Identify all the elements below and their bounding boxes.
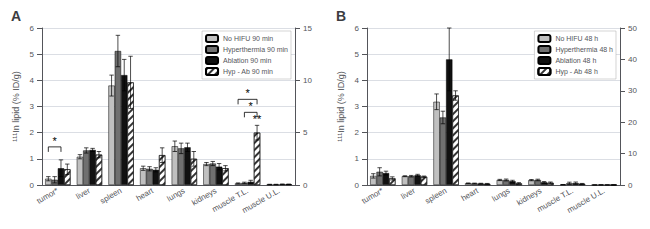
svg-text:6: 6 <box>355 24 360 33</box>
svg-text:Ablation 48 h: Ablation 48 h <box>555 57 596 64</box>
svg-text:*: * <box>245 87 250 99</box>
svg-text:muscle U.L.: muscle U.L. <box>240 186 281 215</box>
svg-text:0: 0 <box>628 181 633 190</box>
svg-text:Hyperthermia 48 h: Hyperthermia 48 h <box>555 46 613 54</box>
svg-text:0: 0 <box>355 181 360 190</box>
svg-text:5: 5 <box>355 50 360 59</box>
svg-text:heart: heart <box>135 186 156 203</box>
svg-text:*: * <box>53 135 58 147</box>
svg-text:lungs: lungs <box>166 186 187 203</box>
svg-text:Ablation 90 min: Ablation 90 min <box>223 57 271 64</box>
svg-text:15: 15 <box>303 24 312 33</box>
svg-text:1: 1 <box>355 154 360 163</box>
svg-text:liver: liver <box>75 186 92 201</box>
svg-text:No HIFU 48 h: No HIFU 48 h <box>555 35 598 42</box>
svg-text:2: 2 <box>30 128 35 137</box>
svg-text:liver: liver <box>400 186 417 201</box>
svg-text:20: 20 <box>628 118 637 127</box>
svg-text:kidneys: kidneys <box>515 186 544 208</box>
svg-text:0: 0 <box>30 181 35 190</box>
svg-text:tumor*: tumor* <box>360 186 385 206</box>
svg-text:1: 1 <box>30 154 35 163</box>
svg-text:spleen: spleen <box>98 186 123 206</box>
svg-text:5: 5 <box>30 50 35 59</box>
svg-text:10: 10 <box>628 149 637 158</box>
svg-text:Hyperthermia 90 min: Hyperthermia 90 min <box>223 46 288 54</box>
svg-text:B: B <box>336 8 346 24</box>
svg-text:2: 2 <box>355 128 360 137</box>
svg-text:Hyp - Ab 90 min: Hyp - Ab 90 min <box>223 68 273 76</box>
svg-text:3: 3 <box>355 102 360 111</box>
svg-text:lungs: lungs <box>491 186 512 203</box>
svg-text:3: 3 <box>30 102 35 111</box>
svg-text:¹¹¹In lipid (% ID/g): ¹¹¹In lipid (% ID/g) <box>336 71 346 142</box>
svg-text:4: 4 <box>30 76 35 85</box>
svg-text:10: 10 <box>303 76 312 85</box>
svg-text:muscle T.L.: muscle T.L. <box>210 186 250 214</box>
svg-text:6: 6 <box>30 24 35 33</box>
svg-text:0: 0 <box>303 181 308 190</box>
svg-text:tumor*: tumor* <box>35 186 60 206</box>
svg-text:4: 4 <box>355 76 360 85</box>
svg-text:*: * <box>249 100 254 112</box>
svg-text:50: 50 <box>628 24 637 33</box>
svg-text:heart: heart <box>460 186 481 203</box>
svg-text:5: 5 <box>303 128 308 137</box>
svg-text:A: A <box>11 8 21 24</box>
svg-text:spleen: spleen <box>423 186 448 206</box>
svg-text:30: 30 <box>628 86 637 95</box>
svg-text:muscle U.L.: muscle U.L. <box>565 186 606 215</box>
svg-text:40: 40 <box>628 55 637 64</box>
svg-text:Hyp - Ab 48 h: Hyp - Ab 48 h <box>555 68 598 76</box>
svg-text:muscle T.L.: muscle T.L. <box>535 186 575 214</box>
svg-text:kidneys: kidneys <box>190 186 219 208</box>
svg-text:No HIFU 90 min: No HIFU 90 min <box>223 35 273 42</box>
svg-text:¹¹¹In lipid (% ID/g): ¹¹¹In lipid (% ID/g) <box>11 71 21 142</box>
